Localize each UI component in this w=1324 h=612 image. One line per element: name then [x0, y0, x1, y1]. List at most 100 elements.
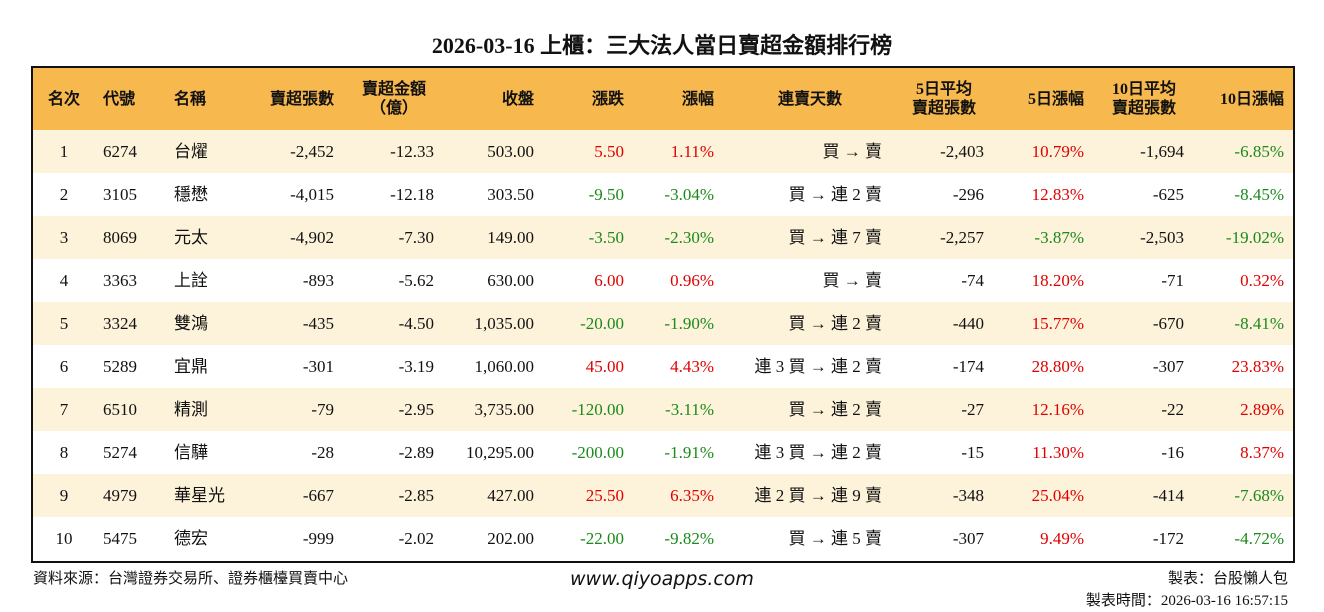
table-cell: -12.33: [390, 142, 434, 161]
header-cell: （億）: [369, 100, 418, 117]
table-cell: 4.43%: [670, 357, 714, 376]
table-cell: 雙鴻: [174, 314, 208, 333]
table-cell: -2,403: [940, 142, 984, 161]
table-cell: 15.77%: [1031, 314, 1084, 333]
table-cell: 買 → 賣: [822, 271, 883, 290]
table-cell: -1.90%: [664, 314, 714, 333]
header-cell: 賣超張數: [911, 100, 976, 117]
table-cell: -3.11%: [665, 400, 714, 419]
table-cell: 10: [55, 529, 73, 548]
header-cell: 10日漲幅: [1219, 91, 1284, 108]
table-cell: 28.80%: [1031, 357, 1084, 376]
table-cell: -8.41%: [1234, 314, 1284, 333]
author: 製表：台股懶人包: [1167, 571, 1288, 587]
table-cell: -296: [952, 185, 984, 204]
table-cell: -3.19: [398, 357, 434, 376]
header-cell: 賣超張數: [1111, 100, 1176, 117]
table-row: 1 6274 台燿 -2,452 -12.33 503.00 5.50 1.11% 買 → 賣 -…: [33, 130, 1293, 173]
table-cell: -3.87%: [1034, 228, 1084, 247]
table-cell: 303.50: [487, 185, 534, 204]
table-cell: 45.00: [585, 357, 624, 376]
table-cell: -2.02: [398, 529, 434, 548]
table-cell: -3.50: [588, 228, 624, 247]
table-cell: -2.95: [398, 400, 434, 419]
table-cell: 630.00: [487, 271, 534, 290]
table-cell: -4,015: [290, 185, 334, 204]
table-cell: -893: [302, 271, 334, 290]
table-cell: 華星光: [174, 486, 225, 505]
table-cell: 5289: [103, 357, 137, 376]
table-cell: -6.85%: [1234, 142, 1284, 161]
header-cell: 代號: [103, 91, 136, 108]
table-cell: 連 3 買 → 連 2 賣: [754, 443, 883, 462]
table-cell: 買 → 連 5 賣: [788, 529, 883, 548]
table-row: 5 3324 雙鴻 -435 -4.50 1,035.00 -20.00 -1.90% 買 → …: [33, 302, 1293, 345]
table-row: 6 5289 宜鼎 -301 -3.19 1,060.00 45.00 4.43% 連 3 買 …: [33, 345, 1293, 388]
table-cell: 0.96%: [670, 271, 714, 290]
table-cell: -120.00: [571, 400, 624, 419]
header-cell: 10日平均: [1111, 81, 1176, 98]
table-cell: -174: [952, 357, 984, 376]
table-cell: 1,035.00: [474, 314, 535, 333]
table-cell: 台燿: [174, 142, 208, 161]
table-cell: 連 2 買 → 連 9 賣: [754, 486, 883, 505]
table-cell: -20.00: [580, 314, 624, 333]
table-cell: 買 → 賣: [822, 142, 883, 161]
table-cell: -2.89: [398, 443, 434, 462]
table-cell: -172: [1152, 529, 1184, 548]
table: 名次 代號 名稱 賣超張數 賣超金額 （億） 收盤 漲跌 漲幅 連賣天數 5日平均 賣超張數 5日漲幅 1…: [31, 66, 1295, 563]
table-cell: 連 3 買 → 連 2 賣: [754, 357, 883, 376]
table-row: 2 3105 穩懋 -4,015 -12.18 303.50 -9.50 -3.04% 買 → …: [33, 173, 1293, 216]
table-cell: 穩懋: [174, 185, 208, 204]
table-cell: -9.50: [588, 185, 624, 204]
header-cell: 名次: [47, 91, 80, 108]
table-cell: 2.89%: [1240, 400, 1284, 419]
table-row: 3 8069 元太 -4,902 -7.30 149.00 -3.50 -2.30% 買 → 連…: [33, 216, 1293, 259]
table-cell: -4.50: [398, 314, 434, 333]
header-cell: 5日漲幅: [1027, 91, 1084, 108]
table-cell: -435: [302, 314, 334, 333]
table-cell: 買 → 連 2 賣: [788, 185, 883, 204]
table-cell: -3.04%: [664, 185, 714, 204]
table-cell: 4: [59, 271, 69, 290]
table-cell: -27: [961, 400, 984, 419]
table-cell: -4,902: [290, 228, 334, 247]
table-cell: 6274: [103, 142, 137, 161]
table-cell: -301: [302, 357, 334, 376]
table-cell: 3105: [103, 185, 137, 204]
table-cell: -15: [961, 443, 984, 462]
table-cell: -440: [952, 314, 984, 333]
table-cell: 202.00: [487, 529, 534, 548]
table-row: 4 3363 上詮 -893 -5.62 630.00 6.00 0.96% 買 → 賣 -74 1…: [33, 259, 1293, 302]
table-cell: -348: [952, 486, 984, 505]
table-cell: -16: [1161, 443, 1184, 462]
table-cell: 503.00: [487, 142, 534, 161]
table-cell: 5: [59, 314, 69, 333]
table-cell: -8.45%: [1234, 185, 1284, 204]
header-cell: 連賣天數: [777, 91, 842, 108]
table-cell: -200.00: [571, 443, 624, 462]
header-cell: 5日平均: [915, 81, 972, 98]
table-cell: -1,694: [1140, 142, 1184, 161]
header-cell: 賣超金額: [361, 81, 426, 98]
table-cell: 宜鼎: [174, 357, 208, 376]
table-row: 8 5274 信驊 -28 -2.89 10,295.00 -200.00 -1.91% 連 3…: [33, 431, 1293, 474]
table-cell: -7.30: [398, 228, 434, 247]
table-cell: -79: [311, 400, 334, 419]
table-cell: 買 → 連 2 賣: [788, 314, 883, 333]
header-cell: 名稱: [174, 91, 207, 108]
table-cell: -2,257: [940, 228, 984, 247]
table-cell: -2,503: [1140, 228, 1184, 247]
website: www.qiyoapps.com: [570, 568, 754, 590]
table-cell: -999: [302, 529, 334, 548]
table-cell: -9.82%: [664, 529, 714, 548]
table-cell: 6.35%: [670, 486, 714, 505]
table-cell: -12.18: [390, 185, 434, 204]
table-cell: -307: [1152, 357, 1184, 376]
table-cell: 9.49%: [1040, 529, 1084, 548]
header-row: 名次 代號 名稱 賣超張數 賣超金額 （億） 收盤 漲跌 漲幅 連賣天數 5日平均 賣超張數 5日漲幅 1…: [33, 68, 1293, 130]
table-cell: 8.37%: [1240, 443, 1284, 462]
table-cell: -1.91%: [664, 443, 714, 462]
table-cell: -2,452: [290, 142, 334, 161]
header-cell: 漲跌: [591, 91, 624, 108]
